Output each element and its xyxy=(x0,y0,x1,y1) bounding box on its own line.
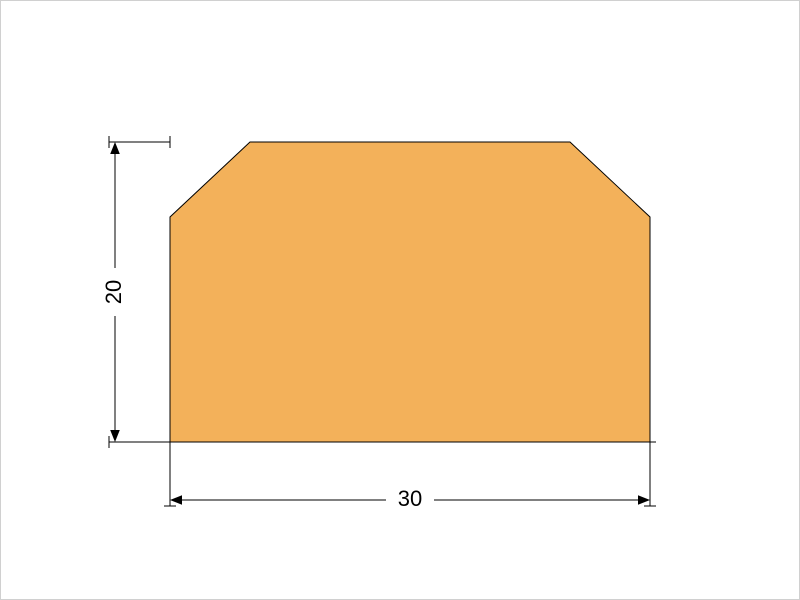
drawing-svg: 30 20 xyxy=(0,0,800,600)
profile-hexagon xyxy=(170,142,650,442)
height-dimension-label: 20 xyxy=(101,280,126,304)
width-dimension-label: 30 xyxy=(398,486,422,511)
technical-drawing: 30 20 xyxy=(0,0,800,600)
